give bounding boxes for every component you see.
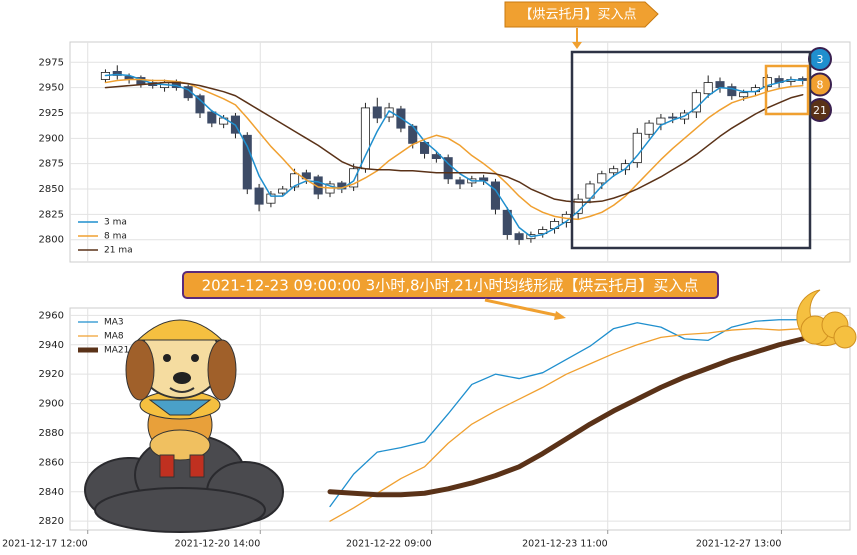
x-tick-label: 2021-12-17 12:00 (2, 539, 88, 550)
banner-arrow (484, 298, 561, 318)
candle-body (242, 134, 252, 190)
y-tick-label: 2960 (39, 310, 64, 321)
candle-body (727, 86, 737, 97)
highlight-box (570, 50, 812, 250)
banner (182, 271, 719, 299)
top-callout: 【烘云托月】买入点 (504, 1, 659, 49)
period-badge-label: 21 (813, 104, 827, 117)
x-tick-label: 2021-12-20 14:00 (175, 539, 261, 550)
candle-body (632, 132, 642, 164)
y-tick-label: 2880 (39, 428, 64, 439)
candle-body (455, 179, 465, 185)
ma-line (104, 81, 804, 203)
candle-body (739, 92, 749, 98)
y-tick-label: 2875 (39, 159, 64, 170)
y-tick-label: 2825 (39, 209, 64, 220)
candle-body (420, 141, 430, 154)
candle-body (609, 168, 619, 174)
legend-label: MA21 (104, 346, 129, 356)
candle-body (538, 229, 548, 235)
callout-arrow-head (572, 42, 582, 49)
candle-body (656, 117, 666, 125)
moon-illustration (796, 289, 857, 349)
legend-label: MA8 (104, 332, 124, 342)
top-plot-frame (69, 41, 851, 263)
candle-body (762, 77, 772, 88)
candle-body (290, 173, 300, 188)
candle-body (715, 81, 725, 89)
x-tick-label: 2021-12-22 09:00 (346, 539, 432, 550)
y-tick-label: 2800 (39, 235, 64, 246)
period-badge-label: 3 (817, 53, 824, 66)
candle-body (691, 92, 701, 113)
y-tick-label: 2850 (39, 184, 64, 195)
candle-body (372, 106, 382, 119)
candle-body (443, 157, 453, 180)
y-tick-label: 2925 (39, 108, 64, 119)
candle-body (514, 233, 524, 241)
candle-body (313, 176, 323, 195)
dog-illustration (84, 319, 284, 533)
legend-label: 8 ma (104, 232, 127, 242)
y-tick-label: 2950 (39, 83, 64, 94)
candle-body (112, 71, 122, 76)
candle-body (195, 95, 205, 114)
y-tick-label: 2975 (39, 57, 64, 68)
ma-line (104, 73, 804, 238)
candle-body (254, 187, 264, 205)
legend-label: 3 ma (104, 218, 127, 228)
banner-arrow-head (554, 311, 566, 320)
candle-body (301, 172, 311, 180)
legend-label: MA3 (104, 318, 124, 328)
y-tick-label: 2820 (39, 516, 64, 527)
candle-body (620, 163, 630, 171)
highlight-box-small (764, 64, 810, 116)
candle-body (502, 209, 512, 236)
callout-box (504, 1, 659, 28)
candle-body (703, 82, 713, 95)
candle-body (183, 86, 193, 99)
y-tick-label: 2920 (39, 369, 64, 380)
y-tick-label: 2900 (39, 399, 64, 410)
ma-line (329, 327, 804, 522)
y-tick-label: 2860 (39, 457, 64, 468)
callout-text: 【烘云托月】买入点 (519, 8, 636, 23)
y-tick-label: 2840 (39, 487, 64, 498)
banner-text: 2021-12-23 09:00:00 3小时,8小时,21小时均线形成【烘云托… (202, 277, 699, 295)
candle-body (360, 107, 370, 170)
candle-body (644, 122, 654, 135)
candle-body (278, 188, 288, 194)
candle-body (668, 116, 678, 119)
candle-body (207, 111, 217, 124)
y-tick-label: 2900 (39, 133, 64, 144)
candle-body (266, 193, 276, 204)
ma-line (104, 78, 804, 221)
candle-body (597, 173, 607, 184)
legend-label: 21 ma (104, 246, 133, 256)
candle-body (384, 107, 394, 118)
x-tick-label: 2021-12-27 13:00 (696, 539, 782, 550)
candle-body (349, 168, 359, 188)
x-tick-label: 2021-12-23 11:00 (522, 539, 608, 550)
period-badge-label: 8 (817, 79, 824, 92)
y-tick-label: 2940 (39, 340, 64, 351)
ma-line (327, 336, 806, 498)
